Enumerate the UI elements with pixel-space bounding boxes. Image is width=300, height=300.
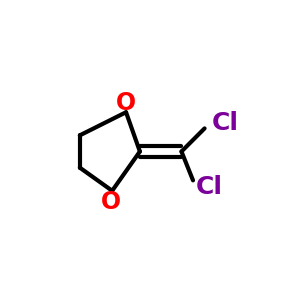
Text: Cl: Cl — [212, 111, 239, 135]
Text: Cl: Cl — [195, 175, 222, 199]
Text: O: O — [116, 91, 136, 115]
Text: O: O — [101, 190, 121, 214]
